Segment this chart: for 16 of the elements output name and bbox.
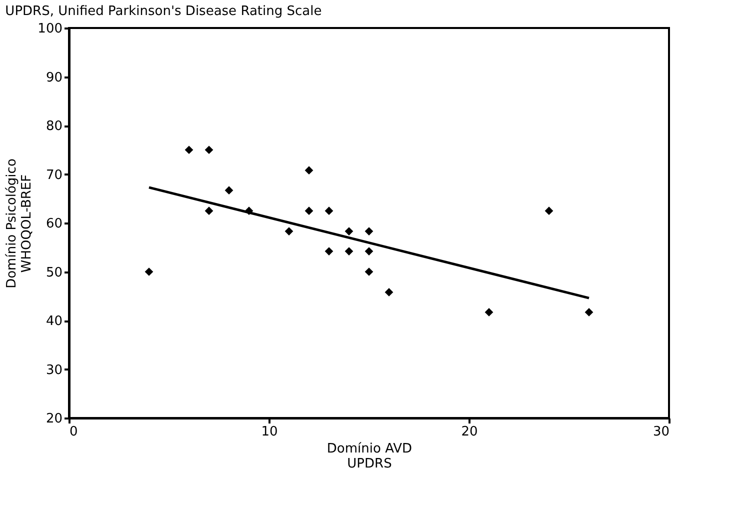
y-tick-label: 20 [46,412,62,426]
y-tick-label: 50 [46,265,62,280]
y-tick-label: 100 [38,22,62,36]
x-tick-label: 30 [652,424,670,440]
x-tick-label: 0 [70,424,78,440]
text: UPDRS, Unified Parkinson's Disease Rating Scale [5,4,322,19]
y-tick-label: 90 [46,70,62,86]
y-axis-title: Domínio Psicológico WHOQOL-BREF [4,158,35,288]
y-tick-label: 30 [46,362,62,378]
x-tick-label: 20 [461,424,478,440]
y-tick-label: 70 [46,168,62,183]
x-axis-title: Domínio AVD UPDRS [326,442,412,472]
y-tick-label: 40 [46,314,62,329]
x-tick-label: 10 [261,424,278,440]
y-tick-label: 80 [46,119,62,134]
y-tick-label: 60 [46,216,62,232]
